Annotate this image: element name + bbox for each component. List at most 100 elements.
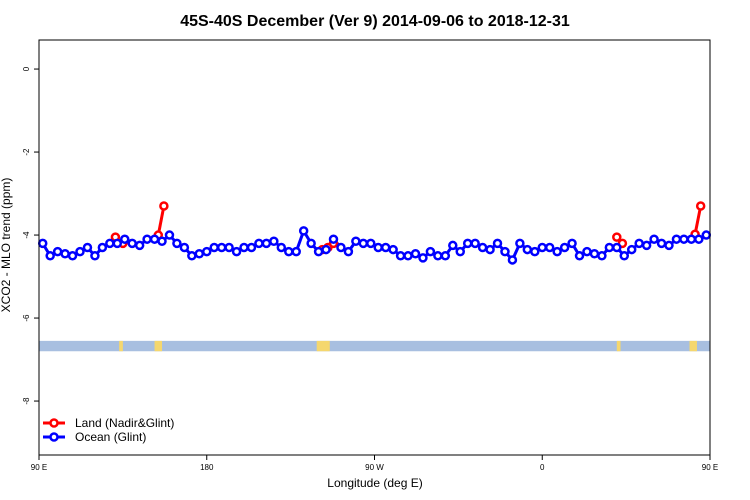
ocean-point-71 <box>567 238 577 249</box>
ocean-point-50 <box>410 248 421 259</box>
land-point-4-1 <box>695 201 706 211</box>
y-tick-label-1: -2 <box>22 148 31 156</box>
ocean-point-64 <box>515 238 525 249</box>
ocean-point-69 <box>552 246 562 257</box>
ocean-point-86 <box>679 234 689 244</box>
ocean-point-53 <box>433 251 443 261</box>
ocean-point-75 <box>597 251 607 261</box>
x-tick-label-4: 90 E <box>702 463 718 472</box>
land-band-span-3 <box>616 340 621 352</box>
ocean-point-87 <box>686 234 697 244</box>
ocean-point-26 <box>231 246 242 257</box>
ocean-point-89 <box>701 230 712 240</box>
ocean-point-61 <box>492 238 503 249</box>
ocean-point-82 <box>649 234 659 244</box>
land-series-line-1 <box>156 205 166 236</box>
ocean-point-58 <box>470 238 480 249</box>
ocean-point-19 <box>179 242 190 253</box>
ocean-point-84 <box>664 240 674 251</box>
ocean-point-10 <box>112 238 123 249</box>
ocean-point-27 <box>239 242 249 253</box>
ocean-point-18 <box>172 238 182 249</box>
ocean-point-80 <box>634 238 644 249</box>
ocean-point-42 <box>351 236 361 247</box>
ocean-point-4 <box>67 251 78 261</box>
ocean-point-33 <box>284 246 294 257</box>
ocean-point-38 <box>321 244 331 255</box>
ocean-point-31 <box>269 236 279 247</box>
ocean-point-16 <box>157 236 167 247</box>
ocean-point-28 <box>246 242 257 253</box>
y-tick-label-4: -8 <box>22 397 31 405</box>
x-tick-label-2: 90 W <box>365 463 384 472</box>
ocean-point-39 <box>328 234 339 244</box>
ocean-point-23 <box>209 242 219 253</box>
ocean-point-32 <box>276 242 287 253</box>
ocean-point-56 <box>455 246 465 257</box>
ocean-point-30 <box>261 238 272 249</box>
legend: Land (Nadir&Glint)Ocean (Glint) <box>43 416 174 444</box>
ocean-point-49 <box>403 251 413 261</box>
ocean-point-40 <box>336 242 346 253</box>
ocean-point-15 <box>149 234 160 244</box>
ocean-point-77 <box>612 242 622 253</box>
ocean-point-47 <box>388 244 398 255</box>
ocean-point-36 <box>306 238 316 249</box>
land-point-1-1 <box>159 201 169 211</box>
ocean-point-59 <box>477 242 488 253</box>
surface-band <box>39 340 710 352</box>
land-band-span-4 <box>689 340 697 352</box>
ocean-point-0 <box>37 238 48 249</box>
ocean-point-41 <box>343 246 354 257</box>
ocean-point-63 <box>507 255 518 265</box>
ocean-point-8 <box>97 242 108 253</box>
ocean-point-65 <box>522 244 533 255</box>
ocean-point-52 <box>425 246 436 257</box>
ocean-point-85 <box>671 234 682 244</box>
ocean-point-88 <box>694 234 704 244</box>
ocean-point-12 <box>127 238 137 249</box>
x-tick-label-1: 180 <box>200 463 214 472</box>
ocean-point-78 <box>619 251 630 261</box>
ocean-point-34 <box>291 246 301 257</box>
ocean-point-46 <box>380 242 391 253</box>
ocean-point-81 <box>641 240 652 251</box>
ocean-point-43 <box>358 238 369 249</box>
legend-marker-land <box>49 418 59 428</box>
ocean-point-25 <box>224 242 234 253</box>
ocean-point-17 <box>164 230 175 240</box>
ocean-point-57 <box>462 238 473 249</box>
ocean-point-67 <box>537 242 547 253</box>
x-tick-label-0: 90 E <box>31 463 47 472</box>
ocean-point-7 <box>90 251 100 261</box>
y-tick-label-0: 0 <box>22 66 31 71</box>
land-band-span-1 <box>154 340 163 352</box>
land-point-3-0 <box>612 232 622 242</box>
ocean-point-73 <box>582 246 592 257</box>
legend-marker-ocean <box>49 432 59 442</box>
ocean-point-2 <box>52 246 63 257</box>
x-tick-label-3: 0 <box>540 463 545 472</box>
ocean-point-55 <box>448 240 458 251</box>
ocean-point-3 <box>60 248 70 259</box>
land-band-span-2 <box>316 340 330 352</box>
ocean-point-72 <box>574 251 585 261</box>
axes: 90 E 180 90 W 0 90 E 0 -2 -4 -6 -8 <box>22 66 718 472</box>
y-tick-label-3: -6 <box>22 314 31 322</box>
ocean-point-1 <box>45 251 55 261</box>
ocean-point-24 <box>216 242 227 253</box>
y-axis-label: XCO2 - MLO trend (ppm) <box>0 178 13 313</box>
ocean-point-11 <box>119 234 130 244</box>
land-series-line-4 <box>693 205 703 235</box>
series-layer <box>37 201 712 265</box>
ocean-point-37 <box>313 246 324 257</box>
ocean-point-6 <box>82 242 93 253</box>
x-axis-label: Longitude (deg E) <box>327 476 422 490</box>
ocean-point-35 <box>298 226 309 236</box>
ocean-point-29 <box>254 238 264 249</box>
ocean-point-74 <box>589 248 600 259</box>
ocean-point-66 <box>530 246 540 257</box>
ocean-point-70 <box>559 242 570 253</box>
ocean-point-51 <box>418 253 428 263</box>
